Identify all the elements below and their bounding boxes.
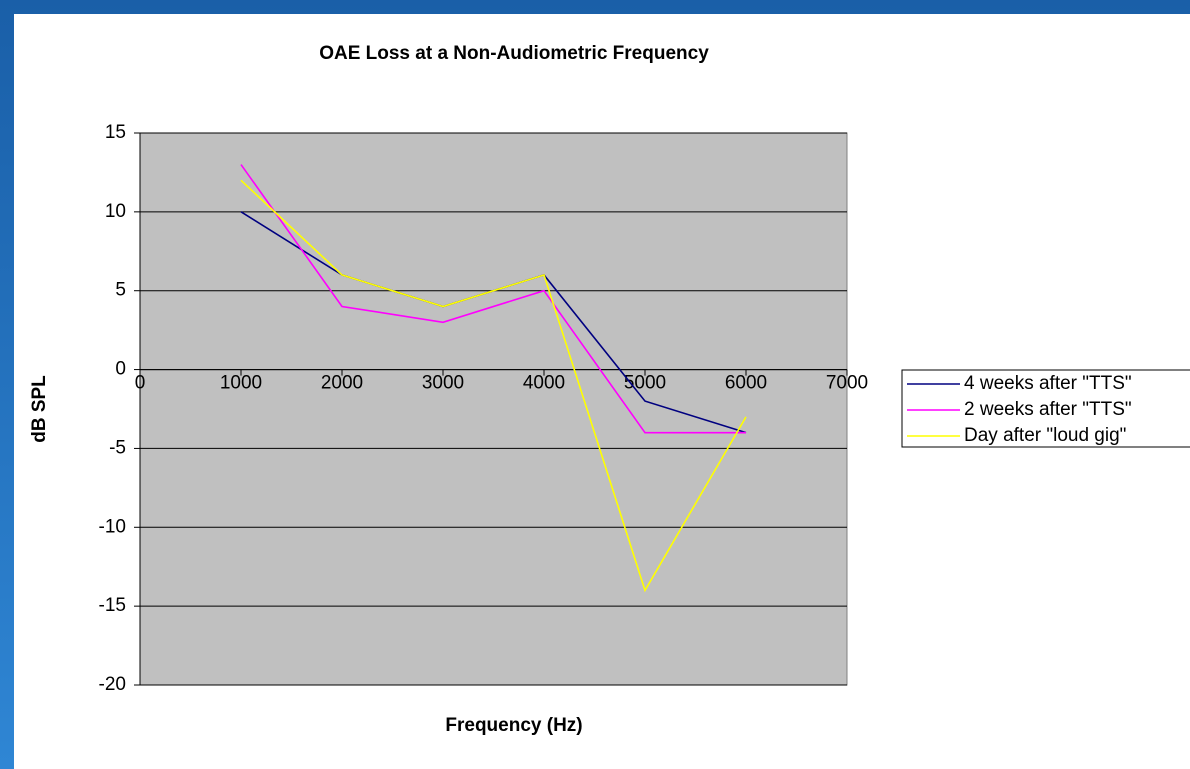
y-tick-label: 10 [105, 201, 126, 222]
series-line [240, 179, 747, 593]
legend-label: 2 weeks after "TTS" [964, 399, 1132, 420]
x-tick-label: 0 [135, 373, 146, 394]
x-tick-label: 3000 [422, 373, 464, 394]
y-tick-label: 0 [115, 359, 126, 380]
x-tick-label: 6000 [725, 373, 767, 394]
y-tick-label: -5 [109, 437, 126, 458]
series-line [240, 164, 746, 434]
chart-title: OAE Loss at a Non-Audiometric Frequency [319, 43, 709, 64]
x-tick-label: 2000 [321, 373, 363, 394]
plot-area [139, 132, 848, 686]
y-axis-label: dB SPL [29, 375, 50, 443]
x-tick-label: 1000 [220, 373, 262, 394]
legend-label: Day after "loud gig" [964, 425, 1126, 446]
y-tick-label: 5 [115, 280, 126, 301]
y-tick-label: -10 [99, 516, 126, 537]
x-axis-label: Frequency (Hz) [445, 715, 582, 736]
legend-label: 4 weeks after "TTS" [964, 373, 1132, 394]
legend [901, 369, 1190, 448]
y-tick-label: 15 [105, 122, 126, 143]
x-tick-label: 7000 [826, 373, 868, 394]
y-tick-label: -15 [99, 595, 126, 616]
y-tick-label: -20 [99, 674, 126, 695]
x-tick-label: 4000 [523, 373, 565, 394]
